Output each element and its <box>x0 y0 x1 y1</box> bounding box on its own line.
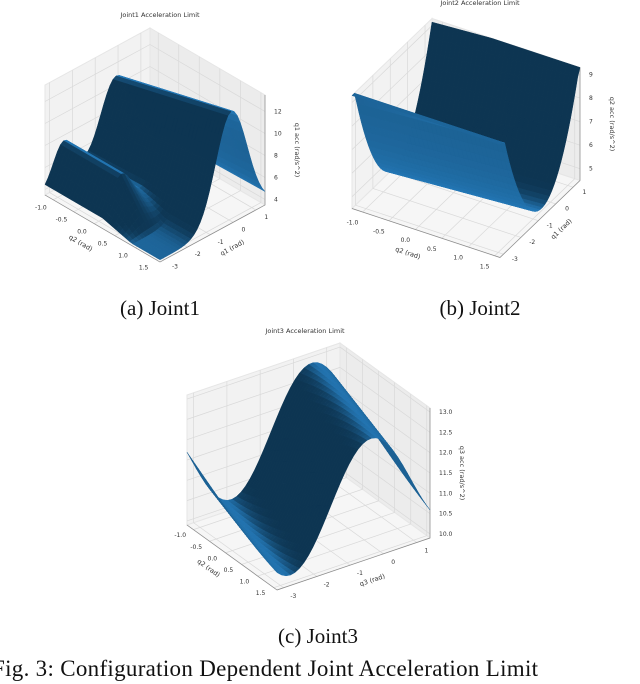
y-tick-label: 0 <box>565 206 569 213</box>
y-tick-label: 1 <box>583 189 587 196</box>
y-tick-label: -3 <box>172 264 178 271</box>
x-tick-label: 1.5 <box>256 590 266 597</box>
grid-line <box>390 171 539 222</box>
x-tick-label: -0.5 <box>190 544 202 551</box>
z-tick-label: 5 <box>589 166 593 173</box>
grid-line <box>351 25 433 103</box>
grid-line <box>44 66 151 124</box>
surface-patch <box>156 255 164 261</box>
grid-line <box>149 66 266 134</box>
plot-title: Joint2 Acceleration Limit <box>439 0 520 7</box>
y-tick-label: 0 <box>241 226 245 233</box>
y-tick-label: -2 <box>529 239 535 246</box>
x-tick-label: 0.5 <box>98 240 108 247</box>
grid-line <box>372 188 521 238</box>
z-axis-label: q2 acc (rad/s^2) <box>608 97 616 152</box>
subcaption-b: (b) Joint2 <box>439 296 521 320</box>
x-tick-label: -1.0 <box>347 220 359 227</box>
y-tick-label: -1 <box>357 570 363 577</box>
surface-plot-2: -1.0 -0.5 0.0 0.5 1.0 1.5 -3 -2 -1 0 1 5 6 7 8 9 q2 (rad… <box>347 0 616 270</box>
z-tick-label: 7 <box>589 119 593 126</box>
z-tick-label: 11.0 <box>439 490 453 497</box>
subcaption-c: (c) Joint3 <box>278 624 358 648</box>
z-tick-label: 8 <box>274 153 278 160</box>
y-tick-label: -1 <box>547 222 553 229</box>
surface-mesh <box>44 75 266 261</box>
x-tick-label: 0.0 <box>77 228 87 235</box>
z-tick-label: 10.5 <box>439 511 453 518</box>
y-tick-label: -3 <box>290 593 296 600</box>
y-axis-label: q1 (rad) <box>549 217 573 241</box>
y-tick-label: 1 <box>264 214 268 221</box>
x-tick-label: 0.5 <box>224 567 234 574</box>
surface-mesh <box>351 21 581 212</box>
surface-plot-1: -1.0 -0.5 0.0 0.5 1.0 1.5 -3 -2 -1 0 1 4 6 8 10 12 q2 (r… <box>35 11 301 271</box>
x-axis-line <box>351 208 501 258</box>
z-tick-label: 4 <box>274 197 278 204</box>
y-axis-line <box>159 204 266 263</box>
figure-caption: Fig. 3: Configuration Dependent Joint Ac… <box>0 656 539 681</box>
surface-plot-3: -1.0 -0.5 0.0 0.5 1.0 1.5 -3 -2 -1 0 1 10.0 10.5 11.0… <box>174 327 466 600</box>
x-axis-label: q2 (rad) <box>394 245 421 261</box>
plot-title: Joint3 Acceleration Limit <box>264 327 345 335</box>
z-tick-label: 12.0 <box>439 450 453 457</box>
x-tick-label: -1.0 <box>174 532 186 539</box>
y-tick-label: -2 <box>324 581 330 588</box>
x-tick-label: 0.0 <box>401 237 411 244</box>
z-tick-label: 8 <box>589 95 593 102</box>
z-tick-label: 11.5 <box>439 470 453 477</box>
x-tick-label: 1.0 <box>118 252 128 259</box>
y-tick-label: -2 <box>195 251 201 258</box>
plot-title: Joint1 Acceleration Limit <box>119 11 200 19</box>
y-tick-label: 1 <box>425 548 429 555</box>
x-axis-label: q2 (rad) <box>67 233 94 253</box>
x-tick-label: -1.0 <box>35 204 47 211</box>
x-tick-label: 1.5 <box>480 263 490 270</box>
grid-line <box>149 44 266 112</box>
y-tick-label: -3 <box>512 256 518 263</box>
z-tick-label: 13.0 <box>439 409 453 416</box>
y-axis-line <box>499 180 581 258</box>
grid-line <box>44 44 151 102</box>
x-tick-label: 1.5 <box>139 264 149 271</box>
subcaption-a: (a) Joint1 <box>120 296 200 320</box>
y-tick-label: -1 <box>218 239 224 246</box>
z-tick-label: 10.0 <box>439 531 453 538</box>
grid-line <box>355 204 504 255</box>
x-tick-label: 1.0 <box>240 579 250 586</box>
z-axis-label: q1 acc (rad/s^2) <box>293 123 301 178</box>
x-tick-label: -0.5 <box>56 216 68 223</box>
y-tick-label: 0 <box>391 559 395 566</box>
x-tick-label: 1.0 <box>453 255 463 262</box>
z-tick-label: 12 <box>274 109 282 116</box>
x-tick-label: -0.5 <box>373 228 385 235</box>
z-tick-label: 6 <box>589 142 593 149</box>
z-tick-label: 12.5 <box>439 429 453 436</box>
z-tick-label: 6 <box>274 175 278 182</box>
z-axis-label: q3 acc (rad/s^2) <box>458 446 466 501</box>
grid-line <box>494 178 575 257</box>
x-tick-label: 0.5 <box>427 246 437 253</box>
z-tick-label: 10 <box>274 131 282 138</box>
x-tick-label: 0.0 <box>208 555 218 562</box>
z-tick-label: 9 <box>589 72 593 79</box>
x-axis-line <box>44 194 161 263</box>
